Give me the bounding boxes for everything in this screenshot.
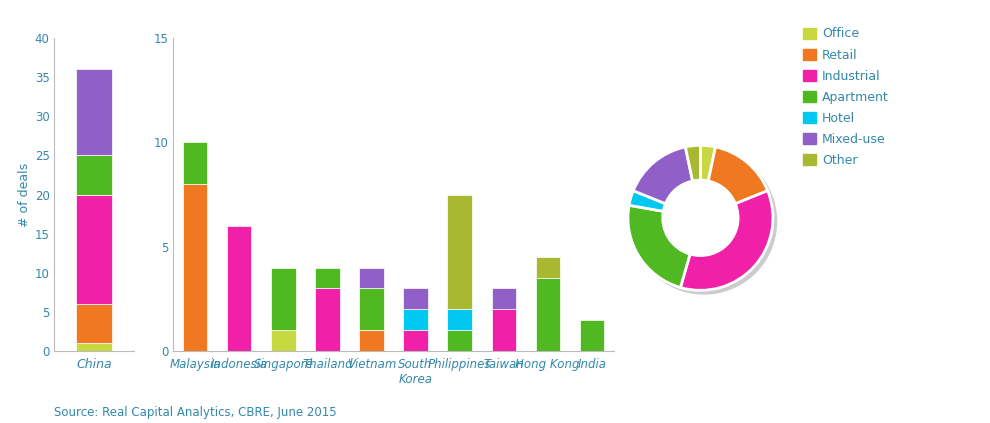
Bar	[76, 195, 112, 304]
Bar	[183, 184, 207, 351]
Bar	[359, 268, 383, 288]
Circle shape	[662, 180, 739, 255]
Bar	[404, 309, 428, 330]
Bar	[404, 330, 428, 351]
Bar	[359, 288, 383, 330]
Bar	[316, 268, 340, 288]
Wedge shape	[680, 191, 773, 290]
Bar	[228, 226, 251, 351]
Y-axis label: # of deals: # of deals	[18, 162, 31, 227]
Bar	[271, 330, 295, 351]
Legend: Office, Retail, Industrial, Apartment, Hotel, Mixed-use, Other: Office, Retail, Industrial, Apartment, H…	[803, 27, 889, 167]
Wedge shape	[634, 147, 693, 204]
Bar	[76, 155, 112, 195]
Bar	[359, 330, 383, 351]
Bar	[492, 309, 516, 351]
Bar	[536, 278, 559, 351]
Bar	[183, 143, 207, 184]
Bar	[580, 320, 604, 351]
Bar	[76, 343, 112, 351]
Wedge shape	[629, 191, 665, 212]
Wedge shape	[628, 205, 690, 288]
Bar	[76, 304, 112, 343]
Bar	[447, 309, 471, 330]
Bar	[271, 268, 295, 330]
Wedge shape	[708, 147, 767, 204]
Bar	[492, 288, 516, 309]
Circle shape	[632, 149, 776, 294]
Bar	[404, 288, 428, 309]
Text: Source: Real Capital Analytics, CBRE, June 2015: Source: Real Capital Analytics, CBRE, Ju…	[54, 406, 337, 419]
Bar	[447, 195, 471, 309]
Wedge shape	[700, 146, 716, 181]
Bar	[447, 330, 471, 351]
Bar	[76, 69, 112, 155]
Wedge shape	[685, 146, 701, 181]
Bar	[316, 288, 340, 351]
Bar	[536, 257, 559, 278]
